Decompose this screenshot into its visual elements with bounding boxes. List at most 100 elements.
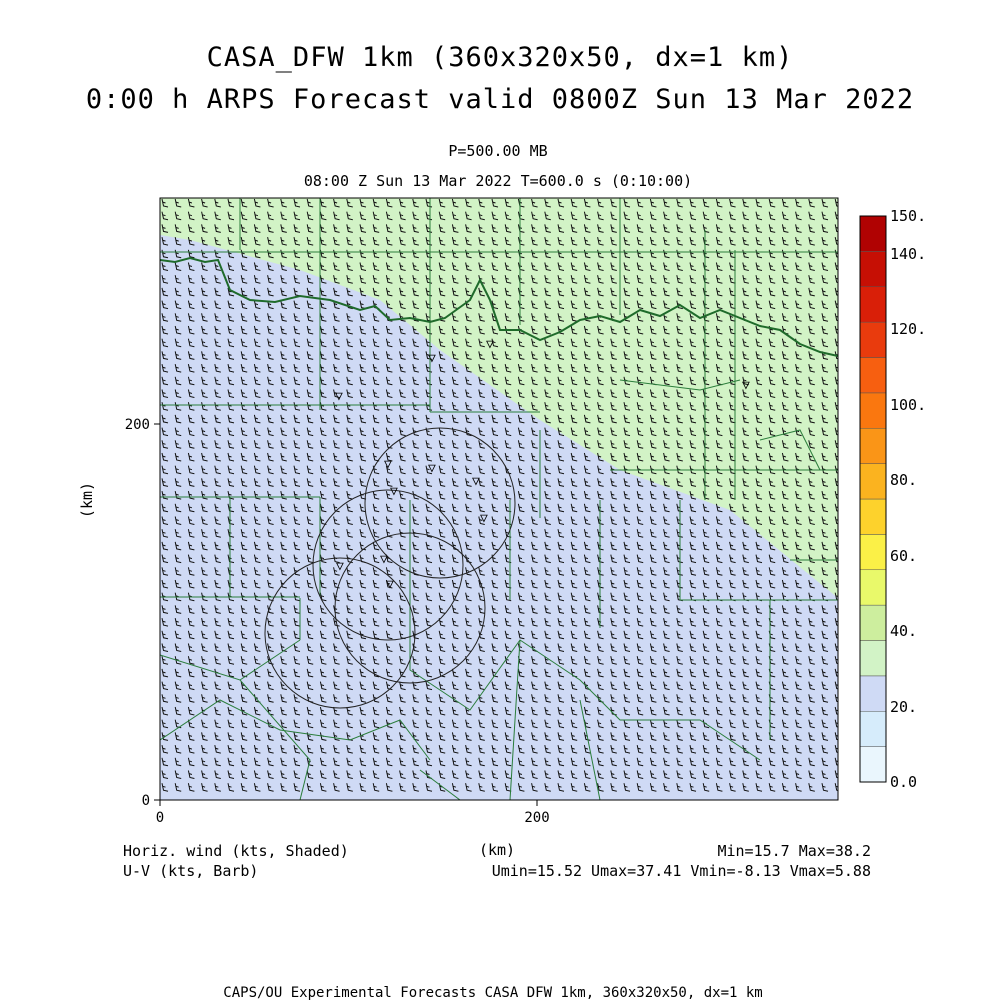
station-marker: ▽ bbox=[390, 484, 398, 499]
wind-barb bbox=[253, 668, 261, 678]
wind-barb bbox=[781, 224, 789, 233]
wind-barb bbox=[174, 389, 182, 398]
wind-barb bbox=[715, 757, 723, 767]
wind-barb bbox=[253, 605, 261, 614]
wind-barb bbox=[649, 452, 657, 462]
wind-barb bbox=[583, 617, 591, 627]
wind-barb bbox=[399, 694, 406, 703]
wind-barb bbox=[570, 351, 578, 360]
wind-barb bbox=[808, 643, 815, 652]
wind-barb bbox=[742, 389, 749, 398]
wind-barb bbox=[570, 224, 578, 233]
wind-barb bbox=[636, 440, 644, 449]
wind-barb bbox=[201, 783, 208, 792]
wind-barb bbox=[385, 351, 393, 360]
wind-barb bbox=[359, 516, 367, 525]
wind-barb bbox=[201, 427, 208, 437]
wind-barb bbox=[333, 465, 340, 475]
wind-barb bbox=[412, 351, 419, 360]
wind-barb bbox=[412, 300, 419, 310]
wind-barb bbox=[359, 617, 367, 627]
colorbar-swatch bbox=[859, 534, 887, 571]
wind-barb bbox=[267, 300, 274, 310]
wind-barb bbox=[610, 783, 617, 792]
wind-barb bbox=[821, 478, 829, 487]
wind-barb bbox=[201, 224, 208, 233]
wind-barb bbox=[240, 732, 248, 741]
wind-barb bbox=[531, 414, 538, 424]
wind-barb bbox=[214, 694, 221, 703]
wind-barb bbox=[821, 732, 829, 741]
wind-barb bbox=[834, 554, 838, 563]
wind-barb bbox=[372, 351, 380, 360]
wind-barb bbox=[174, 325, 182, 335]
wind-barb bbox=[385, 300, 393, 310]
wind-barb bbox=[808, 389, 815, 398]
wind-barb bbox=[372, 211, 380, 221]
station-marker: ▽ bbox=[335, 389, 343, 404]
wind-barb bbox=[306, 719, 314, 729]
wind-barb bbox=[359, 605, 367, 614]
wind-barb bbox=[201, 414, 208, 424]
wind-barb bbox=[214, 579, 221, 589]
wind-barb bbox=[544, 541, 551, 551]
wind-barb bbox=[174, 338, 182, 348]
wind-barb bbox=[808, 300, 815, 310]
wind-barb bbox=[253, 478, 261, 487]
wind-barb bbox=[623, 541, 631, 551]
wind-barb bbox=[372, 338, 380, 348]
wind-barb bbox=[451, 440, 459, 449]
wind-barb bbox=[333, 783, 340, 792]
wind-barb bbox=[451, 490, 459, 500]
wind-barb bbox=[333, 656, 340, 665]
wind-barb bbox=[768, 490, 776, 500]
wind-barb bbox=[583, 668, 591, 678]
wind-barb bbox=[715, 490, 723, 500]
wind-barb bbox=[187, 656, 195, 665]
colorbar-swatch bbox=[859, 604, 887, 641]
wind-barb bbox=[610, 579, 617, 589]
wind-barb bbox=[372, 656, 380, 665]
wind-barb bbox=[399, 351, 406, 360]
wind-barb bbox=[531, 541, 538, 551]
wind-barb bbox=[333, 224, 340, 233]
wind-barb bbox=[610, 490, 617, 500]
wind-barb bbox=[227, 313, 235, 322]
wind-barb bbox=[451, 770, 459, 779]
wind-barb bbox=[227, 376, 235, 386]
wind-barb bbox=[676, 490, 683, 500]
wind-barb bbox=[280, 236, 287, 246]
wind-barb bbox=[808, 325, 815, 335]
wind-barb bbox=[240, 541, 248, 551]
wind-barb bbox=[729, 605, 736, 614]
wind-barb bbox=[663, 541, 670, 551]
wind-barb bbox=[359, 351, 367, 360]
wind-barb bbox=[636, 732, 644, 741]
wind-barb bbox=[385, 503, 393, 513]
wind-barb bbox=[187, 363, 195, 373]
wind-barb bbox=[293, 313, 301, 322]
wind-barb bbox=[214, 351, 221, 360]
wind-barb bbox=[372, 706, 380, 716]
wind-barb bbox=[531, 694, 538, 703]
wind-barb bbox=[267, 198, 274, 208]
station-marker: ▽ bbox=[742, 378, 750, 393]
wind-barb bbox=[465, 694, 472, 703]
wind-barb bbox=[689, 338, 697, 348]
wind-barb bbox=[425, 414, 433, 424]
wind-barb bbox=[451, 630, 459, 640]
wind-barb bbox=[425, 440, 433, 449]
wind-barb bbox=[689, 783, 697, 792]
wind-barb bbox=[795, 490, 802, 500]
wind-barb bbox=[676, 427, 683, 437]
wind-barb bbox=[425, 656, 433, 665]
colorbar-swatch bbox=[859, 215, 887, 252]
wind-barb bbox=[649, 402, 657, 411]
wind-barb bbox=[465, 325, 472, 335]
wind-barb bbox=[227, 236, 235, 246]
wind-barb bbox=[280, 605, 287, 614]
wind-barb bbox=[729, 783, 736, 792]
wind-barb bbox=[597, 287, 604, 297]
wind-barb bbox=[319, 363, 327, 373]
wind-barb bbox=[531, 478, 538, 487]
